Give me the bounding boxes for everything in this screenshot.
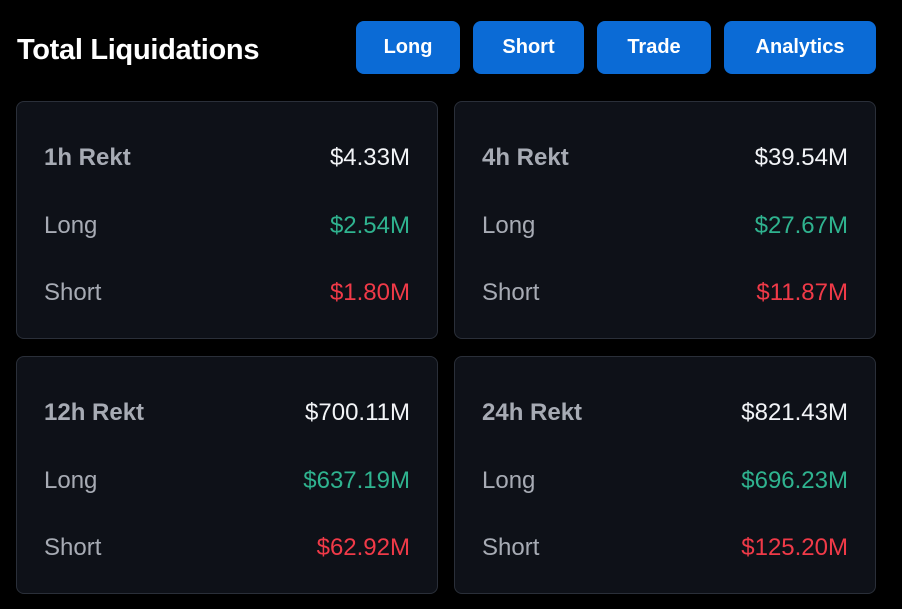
total-value: $700.11M (305, 399, 410, 426)
total-row: 1h Rekt $4.33M (44, 142, 410, 174)
short-label: Short (44, 534, 102, 561)
tab-analytics[interactable]: Analytics (724, 21, 876, 74)
total-row: 12h Rekt $700.11M (44, 397, 410, 429)
short-value: $125.20M (741, 534, 848, 561)
total-value: $39.54M (754, 144, 848, 171)
liquidation-card-4h: 4h Rekt $39.54M Long $27.67M Short $11.8… (454, 101, 876, 339)
short-label: Short (482, 534, 540, 561)
short-row: Short $1.80M (44, 277, 410, 309)
short-row: Short $11.87M (482, 277, 848, 309)
long-label: Long (44, 467, 98, 494)
page-title: Total Liquidations (17, 34, 260, 66)
long-value: $637.19M (303, 467, 410, 494)
short-row: Short $125.20M (482, 532, 848, 564)
short-value: $11.87M (756, 279, 848, 306)
period-label: 4h Rekt (482, 144, 569, 171)
long-row: Long $637.19M (44, 465, 410, 497)
tab-long[interactable]: Long (356, 21, 460, 74)
tab-bar: Long Short Trade Analytics (0, 21, 902, 74)
long-value: $27.67M (754, 212, 848, 239)
liquidation-card-24h: 24h Rekt $821.43M Long $696.23M Short $1… (454, 356, 876, 594)
total-value: $4.33M (329, 144, 410, 171)
total-row: 24h Rekt $821.43M (482, 397, 848, 429)
long-row: Long $696.23M (482, 465, 848, 497)
long-label: Long (482, 212, 536, 239)
liquidation-card-1h: 1h Rekt $4.33M Long $2.54M Short $1.80M (16, 101, 438, 339)
total-value: $821.43M (741, 399, 848, 426)
tab-short[interactable]: Short (473, 21, 584, 74)
short-label: Short (482, 279, 540, 306)
long-value: $696.23M (741, 467, 848, 494)
short-value: $62.92M (316, 534, 410, 561)
liquidation-card-12h: 12h Rekt $700.11M Long $637.19M Short $6… (16, 356, 438, 594)
long-label: Long (44, 212, 98, 239)
long-label: Long (482, 467, 536, 494)
period-label: 24h Rekt (482, 399, 583, 426)
long-row: Long $2.54M (44, 210, 410, 242)
long-value: $2.54M (329, 212, 410, 239)
short-row: Short $62.92M (44, 532, 410, 564)
period-label: 1h Rekt (44, 144, 131, 171)
period-label: 12h Rekt (44, 399, 145, 426)
short-value: $1.80M (329, 279, 410, 306)
total-row: 4h Rekt $39.54M (482, 142, 848, 174)
tab-trade[interactable]: Trade (597, 21, 711, 74)
short-label: Short (44, 279, 102, 306)
long-row: Long $27.67M (482, 210, 848, 242)
